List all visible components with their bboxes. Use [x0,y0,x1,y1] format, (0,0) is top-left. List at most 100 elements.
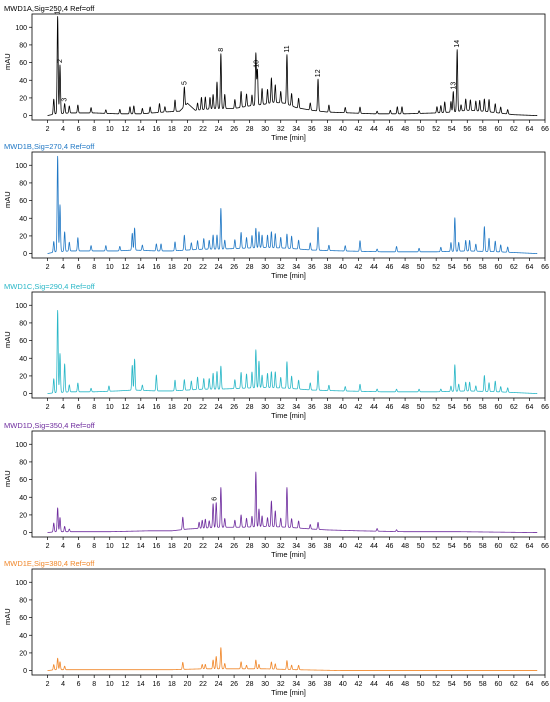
peak-label: 10 [254,60,261,68]
x-tick-label: 6 [77,126,81,133]
x-tick-label: 22 [199,126,207,133]
x-tick-label: 24 [215,264,223,271]
y-axis-label: mAU [3,608,12,625]
x-tick-label: 10 [106,681,114,688]
x-tick-label: 32 [277,126,285,133]
x-tick-label: 20 [184,681,192,688]
x-tick-label: 12 [121,264,129,271]
x-axis-label: Time [min] [271,688,306,697]
y-tick-label: 0 [23,251,27,258]
x-tick-label: 22 [199,264,207,271]
x-tick-label: 58 [479,543,487,550]
x-tick-label: 64 [526,126,534,133]
y-tick-label: 20 [19,95,27,102]
x-tick-label: 56 [463,681,471,688]
peak-label: 3 [62,98,69,102]
x-tick-label: 60 [494,543,502,550]
x-tick-label: 20 [184,543,192,550]
x-tick-label: 20 [184,264,192,271]
y-tick-label: 40 [19,633,27,640]
panel-title: MWD1B,Sig=270,4 Ref=off [4,142,95,151]
x-tick-label: 28 [246,264,254,271]
x-tick-label: 2 [46,681,50,688]
x-tick-label: 14 [137,126,145,133]
chromatogram-trace [47,471,538,533]
y-tick-label: 40 [19,356,27,363]
y-tick-label: 0 [23,530,27,537]
x-tick-label: 32 [277,543,285,550]
y-tick-label: 100 [15,25,27,32]
x-tick-label: 66 [541,543,549,550]
x-tick-label: 24 [215,404,223,411]
x-tick-label: 62 [510,543,518,550]
x-tick-label: 48 [401,404,409,411]
y-tick-label: 80 [19,597,27,604]
x-tick-label: 42 [355,404,363,411]
x-tick-label: 22 [199,404,207,411]
x-tick-label: 12 [121,681,129,688]
x-tick-label: 4 [61,126,65,133]
x-tick-label: 14 [137,681,145,688]
x-tick-label: 26 [230,264,238,271]
x-tick-label: 58 [479,126,487,133]
x-tick-label: 52 [432,681,440,688]
x-tick-label: 30 [261,404,269,411]
y-tick-label: 0 [23,391,27,398]
x-tick-label: 8 [92,264,96,271]
x-tick-label: 30 [261,681,269,688]
x-tick-label: 62 [510,264,518,271]
x-tick-label: 10 [106,264,114,271]
y-tick-label: 60 [19,338,27,345]
x-tick-label: 54 [448,404,456,411]
x-tick-label: 20 [184,126,192,133]
y-tick-label: 20 [19,373,27,380]
x-tick-label: 10 [106,404,114,411]
x-tick-label: 24 [215,126,223,133]
x-tick-label: 40 [339,126,347,133]
x-tick-label: 28 [246,681,254,688]
y-tick-label: 20 [19,512,27,519]
x-tick-label: 36 [308,126,316,133]
peak-label: 1 [55,11,62,15]
x-tick-label: 58 [479,264,487,271]
x-tick-label: 26 [230,681,238,688]
chromatogram-trace [47,647,538,671]
x-tick-label: 64 [526,264,534,271]
x-tick-label: 28 [246,126,254,133]
x-tick-label: 46 [386,126,394,133]
y-tick-label: 100 [15,163,27,170]
x-tick-label: 22 [199,681,207,688]
y-tick-label: 20 [19,650,27,657]
x-tick-label: 16 [152,264,160,271]
peak-label: 12 [315,69,322,77]
x-tick-label: 4 [61,404,65,411]
peak-label: 8 [218,48,225,52]
chromatogram-trace [47,16,538,116]
x-tick-label: 52 [432,126,440,133]
x-tick-label: 18 [168,264,176,271]
x-tick-label: 54 [448,264,456,271]
x-tick-label: 44 [370,543,378,550]
plot-frame [31,430,546,538]
x-tick-label: 34 [292,543,300,550]
x-tick-label: 56 [463,404,471,411]
x-tick-label: 10 [106,126,114,133]
x-tick-label: 6 [77,264,81,271]
x-tick-label: 36 [308,404,316,411]
x-tick-label: 28 [246,404,254,411]
x-tick-label: 60 [494,126,502,133]
x-tick-label: 46 [386,543,394,550]
x-tick-label: 66 [541,681,549,688]
x-tick-label: 66 [541,404,549,411]
peak-label: 5 [181,81,188,85]
chromatogram-trace [47,310,538,394]
y-tick-label: 20 [19,233,27,240]
x-tick-label: 50 [417,404,425,411]
x-tick-label: 48 [401,681,409,688]
x-tick-label: 62 [510,681,518,688]
y-tick-label: 100 [15,442,27,449]
x-tick-label: 46 [386,264,394,271]
x-tick-label: 8 [92,126,96,133]
